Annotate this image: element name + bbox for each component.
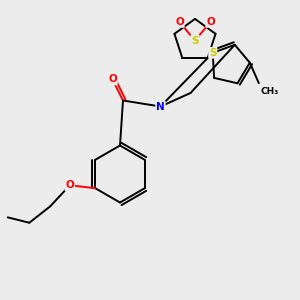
Text: O: O: [65, 180, 74, 190]
Text: O: O: [175, 17, 184, 27]
Text: CH₃: CH₃: [260, 87, 279, 96]
Text: S: S: [191, 35, 199, 46]
Text: O: O: [206, 17, 215, 27]
Text: N: N: [156, 101, 165, 112]
Text: O: O: [108, 74, 117, 85]
Text: S: S: [209, 48, 217, 58]
